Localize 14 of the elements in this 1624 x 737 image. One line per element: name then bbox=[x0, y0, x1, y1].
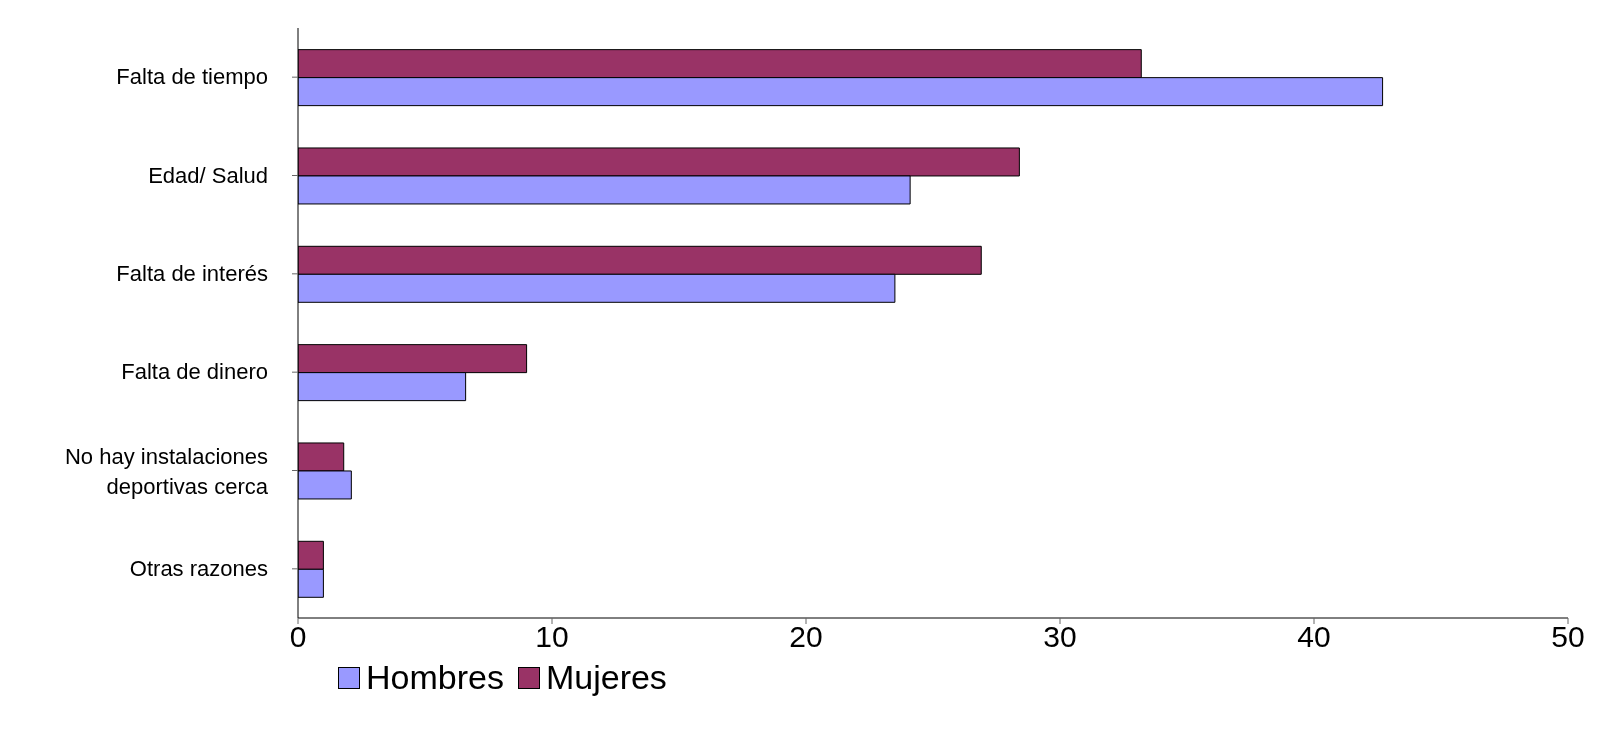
y-tick-label: Edad/ Salud bbox=[148, 162, 268, 188]
x-tick-label: 30 bbox=[1043, 620, 1077, 654]
y-tick-label: No hay instalaciones deportivas cerca bbox=[64, 443, 269, 499]
legend-label: Mujeres bbox=[544, 658, 667, 697]
y-tick-label: Falta de interés bbox=[116, 260, 268, 286]
x-tick-label: 50 bbox=[1551, 620, 1585, 654]
x-tick-label: 20 bbox=[789, 620, 823, 654]
y-tick-label: Otras razones bbox=[129, 555, 268, 581]
y-tick-label: Falta de tiempo bbox=[116, 64, 268, 90]
y-tick-label: Falta de dinero bbox=[121, 359, 268, 385]
x-tick-label: 10 bbox=[535, 620, 569, 654]
x-tick-label: 40 bbox=[1297, 620, 1331, 654]
x-tick-label: 0 bbox=[289, 620, 307, 654]
legend-label: Hombres bbox=[365, 658, 504, 697]
